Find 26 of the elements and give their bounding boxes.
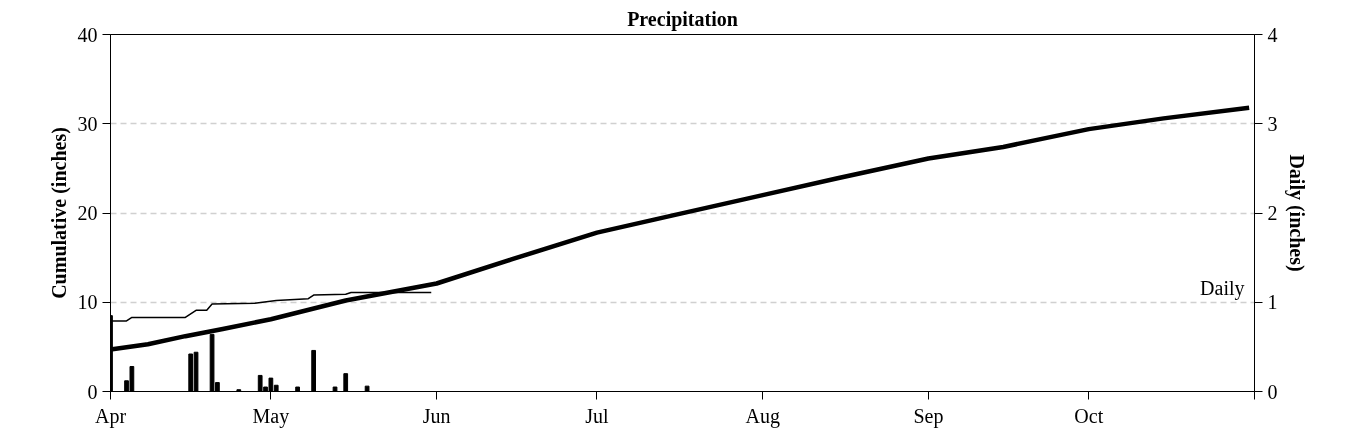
y-tick-label: 0 [87, 380, 98, 403]
bar [343, 373, 349, 392]
y-tick-label: 30 [77, 112, 98, 135]
y2-tick-label: 1 [1267, 291, 1278, 314]
bar [332, 386, 338, 392]
x-tick-label: Jun [422, 404, 451, 427]
y2-tick-label: 0 [1267, 380, 1278, 403]
bar [364, 385, 370, 392]
y2-axis-title: Daily (inches) [1284, 154, 1308, 272]
y2-tick-label: 4 [1267, 23, 1278, 46]
x-tick-label: Aug [745, 404, 780, 428]
y-axis-title: Cumulative (inches) [47, 127, 71, 299]
bar [295, 386, 300, 392]
y-tick-label: 10 [77, 291, 98, 314]
y-tick-label: 20 [77, 202, 98, 224]
x-tick-label: Jul [585, 404, 610, 427]
x-tick-label: Sep [913, 404, 944, 428]
y-tick-label: 40 [77, 23, 98, 46]
x-tick-label: Apr [94, 404, 127, 428]
annotation: Daily [1200, 276, 1245, 300]
x-tick-label: May [252, 404, 290, 428]
x-tick-label: Oct [1074, 404, 1104, 427]
chart-title: Precipitation [627, 7, 738, 31]
y2-tick-label: 2 [1267, 202, 1278, 224]
bar [311, 349, 317, 392]
y2-tick-label: 3 [1267, 112, 1278, 135]
